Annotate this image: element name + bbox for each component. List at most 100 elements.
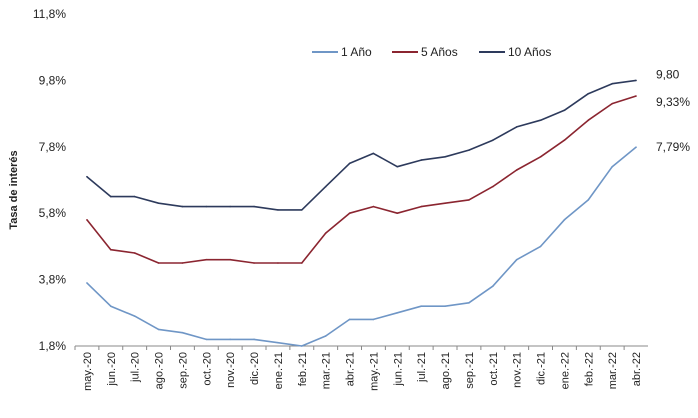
data-point bbox=[348, 162, 351, 165]
data-point bbox=[348, 212, 351, 214]
x-tick-label: oct.-21 bbox=[488, 352, 500, 386]
x-tick-label: may.-20 bbox=[82, 352, 94, 391]
legend: 1 Año 5 Años 10 Años bbox=[312, 45, 551, 59]
x-tick-label: jul.-20 bbox=[130, 352, 142, 383]
data-point bbox=[229, 258, 231, 261]
data-point bbox=[133, 252, 136, 254]
data-point bbox=[324, 232, 327, 234]
x-tick-label: mar.-21 bbox=[321, 352, 333, 389]
data-point bbox=[444, 305, 446, 307]
data-point bbox=[563, 109, 566, 112]
data-point bbox=[301, 262, 303, 264]
end-label: 7,79% bbox=[656, 140, 690, 154]
data-point bbox=[205, 338, 208, 341]
x-tick-label: jun.-20 bbox=[106, 352, 118, 387]
end-label: 9,33% bbox=[656, 95, 690, 109]
x-tick-label: mar.-22 bbox=[607, 352, 619, 389]
data-point bbox=[133, 315, 136, 317]
data-point bbox=[587, 199, 590, 201]
data-point bbox=[468, 149, 470, 151]
data-point bbox=[611, 82, 613, 85]
data-point bbox=[372, 318, 375, 321]
y-tick-label: 1,8% bbox=[39, 339, 67, 353]
x-tick-label: dic.-20 bbox=[249, 352, 261, 385]
y-tick-label: 11,8% bbox=[33, 7, 66, 21]
data-point bbox=[253, 262, 255, 264]
x-tick-label: ene.-22 bbox=[559, 352, 571, 389]
y-tick-label: 9,8% bbox=[39, 73, 67, 87]
data-point bbox=[157, 328, 160, 331]
data-point bbox=[492, 285, 494, 288]
data-point bbox=[181, 205, 184, 208]
data-point bbox=[468, 302, 470, 304]
data-point bbox=[635, 79, 637, 82]
data-point bbox=[396, 312, 399, 314]
data-point bbox=[468, 199, 470, 201]
legend-label: 1 Año bbox=[341, 45, 372, 59]
x-tick-label: ago.-21 bbox=[440, 352, 452, 389]
y-axis-label: Tasa de interés bbox=[8, 150, 20, 229]
series-line-1 bbox=[86, 95, 637, 264]
data-point bbox=[229, 338, 231, 341]
data-point bbox=[515, 126, 518, 128]
x-tick-label: ene.-21 bbox=[273, 352, 285, 389]
data-point bbox=[611, 102, 613, 105]
data-point bbox=[444, 202, 446, 205]
x-tick-label: nov.-20 bbox=[225, 352, 237, 388]
x-tick-label: may.-21 bbox=[368, 352, 380, 391]
series-line-2 bbox=[86, 79, 637, 211]
data-point bbox=[492, 139, 494, 141]
data-point bbox=[110, 195, 112, 198]
data-point bbox=[539, 155, 542, 158]
data-point bbox=[635, 95, 637, 97]
y-tick-label: 5,8% bbox=[39, 206, 67, 220]
data-point bbox=[301, 345, 303, 347]
x-tick-label: abr.-22 bbox=[631, 352, 643, 386]
data-point bbox=[205, 205, 208, 208]
series-line-0 bbox=[86, 146, 637, 347]
x-tick-label: sep.-21 bbox=[464, 352, 476, 389]
data-point bbox=[229, 205, 231, 208]
x-tick-label: abr.-21 bbox=[345, 352, 357, 386]
data-point bbox=[515, 258, 518, 261]
data-point bbox=[420, 205, 422, 208]
data-point bbox=[539, 245, 542, 248]
data-point bbox=[181, 262, 184, 264]
y-tick-label: 3,8% bbox=[39, 273, 67, 287]
x-tick-label: nov.-21 bbox=[512, 352, 524, 388]
data-point bbox=[372, 205, 375, 208]
data-point bbox=[253, 205, 255, 208]
x-tick-label: oct.-20 bbox=[201, 352, 213, 386]
data-point bbox=[86, 175, 88, 178]
data-point bbox=[110, 305, 112, 307]
data-point bbox=[86, 219, 88, 221]
series-lines bbox=[86, 79, 637, 347]
data-point bbox=[396, 165, 399, 168]
x-tick-label: sep.-20 bbox=[177, 352, 189, 389]
data-point bbox=[157, 262, 160, 264]
data-point bbox=[348, 318, 351, 321]
y-tick-label: 7,8% bbox=[39, 140, 67, 154]
x-tick-label: feb.-22 bbox=[583, 352, 595, 386]
data-point bbox=[539, 119, 542, 122]
x-tick-label: jul.-21 bbox=[416, 352, 428, 383]
data-point bbox=[492, 185, 494, 188]
end-labels: 7,79% 9,33% 9,80 bbox=[656, 67, 690, 154]
x-axis-ticks: may.-20 jun.-20 jul.-20 ago.-20 sep.-20 oct.-… bbox=[74, 345, 648, 391]
data-point bbox=[133, 195, 136, 198]
data-point bbox=[86, 282, 88, 284]
data-point bbox=[396, 212, 399, 214]
data-point bbox=[587, 92, 590, 95]
data-point bbox=[635, 146, 637, 148]
data-point bbox=[301, 209, 303, 211]
data-point bbox=[587, 119, 590, 122]
data-point bbox=[157, 202, 160, 205]
data-point bbox=[420, 159, 422, 161]
y-axis-ticks: 1,8% 3,8% 5,8% 7,8% 9,8% 11,8% bbox=[33, 7, 66, 353]
end-label: 9,80 bbox=[656, 67, 680, 81]
data-point bbox=[205, 258, 208, 261]
legend-label: 5 Años bbox=[421, 45, 458, 59]
data-point bbox=[277, 262, 279, 264]
